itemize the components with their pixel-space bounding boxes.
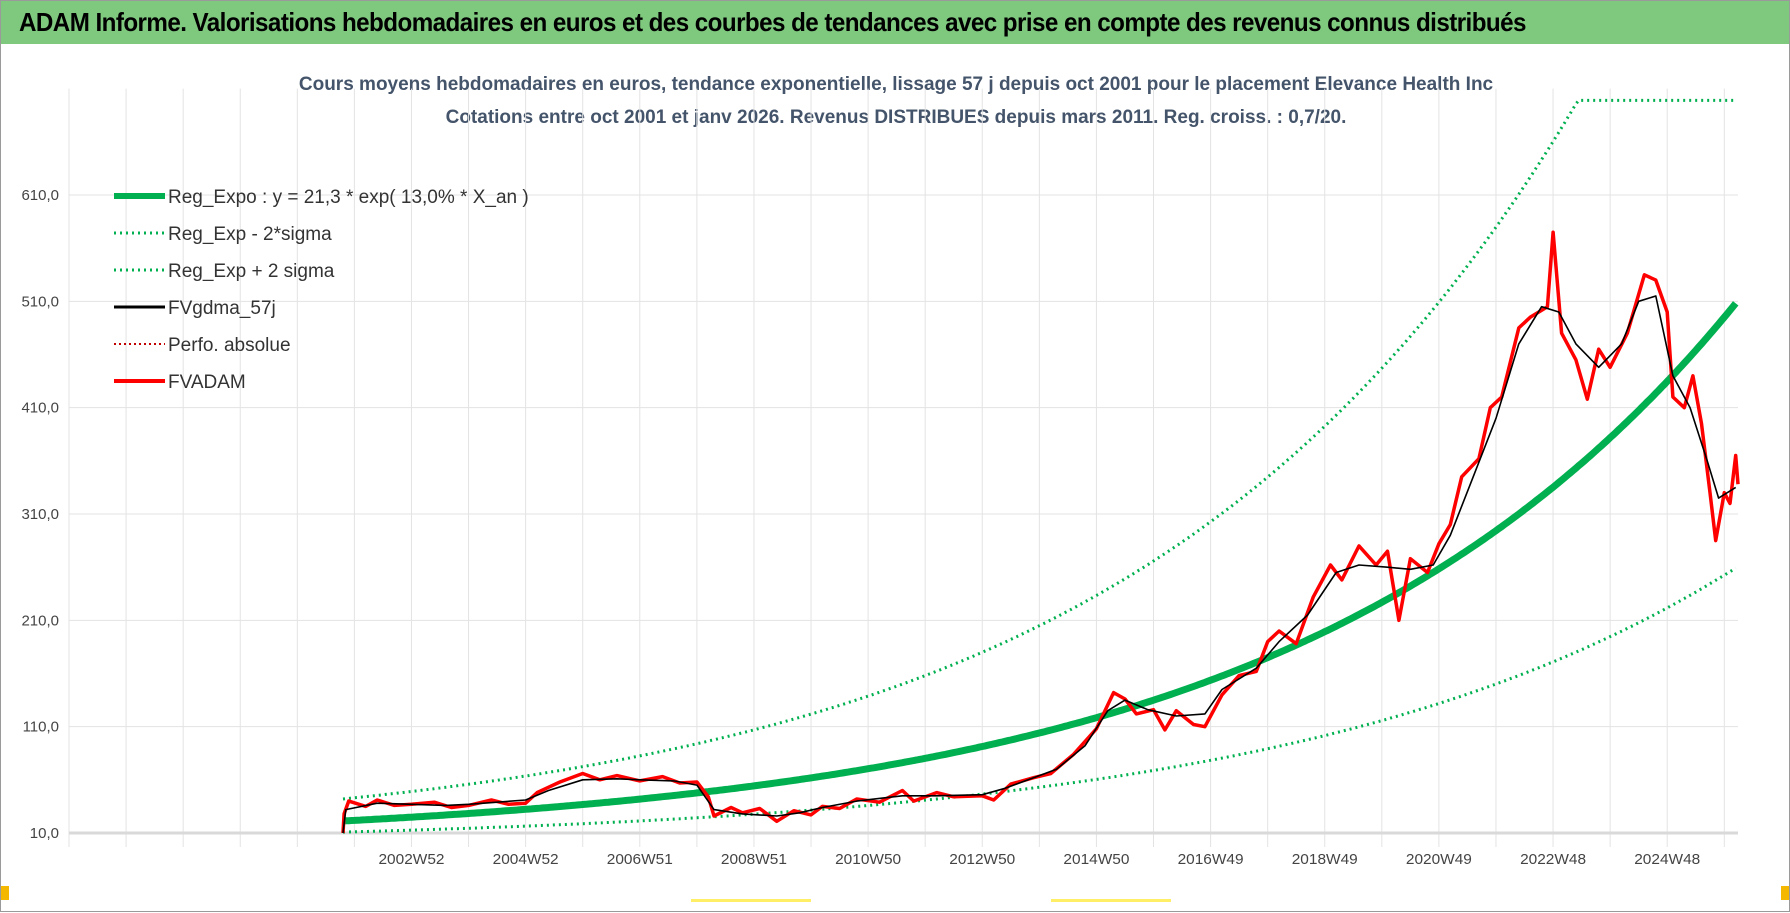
chart-title-line-1: Cours moyens hebdomadaires en euros, ten… <box>299 74 1494 95</box>
selection-marker <box>1051 899 1171 902</box>
y-tick-label: 310,0 <box>21 506 59 523</box>
selection-marker <box>691 899 811 902</box>
legend-label: Reg_Exp - 2*sigma <box>168 224 332 245</box>
x-tick-label: 2008W51 <box>721 851 787 868</box>
legend-label: Reg_Expo : y = 21,3 * exp( 13,0% * X_an … <box>168 187 529 208</box>
x-tick-label: 2018W49 <box>1292 851 1358 868</box>
x-tick-label: 2002W52 <box>378 851 444 868</box>
x-tick-label: 2022W48 <box>1520 851 1586 868</box>
legend-label: FVADAM <box>168 372 246 393</box>
x-tick-label: 2006W51 <box>607 851 673 868</box>
y-tick-label: 410,0 <box>21 400 59 417</box>
y-tick-label: 610,0 <box>21 187 59 204</box>
series-fvgdma-57j <box>342 295 1737 834</box>
report-title: ADAM Informe. Valorisations hebdomadaire… <box>19 7 1526 37</box>
x-tick-label: 2012W50 <box>949 851 1015 868</box>
x-tick-label: 2020W49 <box>1406 851 1472 868</box>
resize-handle[interactable] <box>1781 886 1789 900</box>
report-title-bar: ADAM Informe. Valorisations hebdomadaire… <box>1 1 1789 44</box>
chart-title-line-2: Cotations entre oct 2001 et janv 2026. R… <box>446 107 1347 128</box>
series-reg-plus-2sigma <box>342 98 1736 801</box>
y-tick-label: 110,0 <box>23 719 59 736</box>
y-tick-label: 10,0 <box>30 825 59 842</box>
series-reg-expo <box>342 301 1739 825</box>
y-tick-label: 210,0 <box>21 612 59 629</box>
series-fvadam <box>341 230 1740 834</box>
x-tick-label: 2024W48 <box>1634 851 1700 868</box>
legend-label: Perfo. absolue <box>168 335 291 356</box>
x-tick-label: 2010W50 <box>835 851 901 868</box>
x-tick-label: 2016W49 <box>1178 851 1244 868</box>
y-tick-label: 510,0 <box>21 293 59 310</box>
legend-label: FVgdma_57j <box>168 298 276 319</box>
resize-handle[interactable] <box>1 886 9 900</box>
legend-label: Reg_Exp + 2 sigma <box>168 261 335 282</box>
x-tick-label: 2004W52 <box>493 851 559 868</box>
x-tick-label: 2014W50 <box>1063 851 1129 868</box>
